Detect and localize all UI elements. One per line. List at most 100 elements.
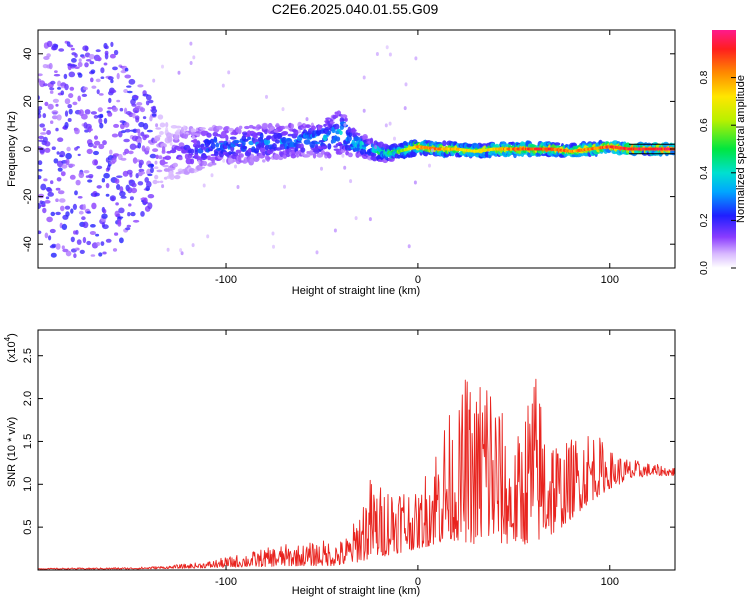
spectrogram-noise-cell [428, 163, 431, 168]
spectrogram-cell [91, 202, 97, 210]
spectrogram-noise-cell [154, 160, 158, 165]
snr-y-tick-label-group: 0.5 [22, 519, 34, 534]
spectrogram-cell [262, 123, 268, 130]
snr-x-ticks: -100 0 100 [215, 330, 619, 588]
snr-y-tick-label: 1.5 [22, 434, 34, 449]
spectrogram-cell [332, 114, 339, 119]
spectrogram-cell [136, 128, 141, 133]
spectrogram-cell [94, 192, 100, 197]
spectrogram-cell [201, 155, 209, 159]
spectrogram-cell [143, 122, 149, 130]
spectrogram-noise-cell [343, 122, 347, 127]
spectrogram-cell [206, 132, 212, 138]
spectrogram-cell [198, 166, 206, 169]
spectrogram-cell [131, 182, 137, 188]
spectrogram-cell [111, 133, 119, 138]
spectrogram-noise-cell [374, 145, 378, 150]
spectrogram-cell [174, 175, 181, 180]
spectrogram-cell [48, 62, 53, 70]
spectrogram-cell [232, 159, 237, 163]
spectrogram-cell [120, 157, 127, 161]
spectrogram-cell [49, 87, 55, 91]
colorbar-tick-label-group: 0.2 [699, 213, 710, 227]
spectrogram-cell [159, 122, 166, 128]
spectrogram-cell [72, 101, 78, 106]
spectrogram-cell [48, 235, 52, 241]
spectrogram-cell [213, 138, 218, 143]
spectrogram-cell [238, 125, 243, 130]
spectrogram-cell [184, 153, 189, 160]
spectrogram-cell [128, 150, 134, 155]
spectrogram-cell [327, 143, 332, 150]
spectrogram-cell [370, 152, 377, 157]
spectrogram-cell [216, 125, 223, 130]
spectrogram-cell [178, 142, 185, 148]
spectrogram-cell [93, 140, 101, 146]
spectrogram-cell [70, 47, 75, 51]
spectrogram-cell [178, 156, 183, 161]
spectrogram-cell [578, 152, 585, 157]
spectrogram-cell [126, 85, 132, 88]
spectrogram-cell [116, 184, 121, 190]
spectrogram-cell [38, 193, 45, 199]
spectrogram-cell [90, 77, 94, 83]
spectrogram-cell [162, 164, 169, 168]
spectrogram-cell [294, 129, 299, 137]
spectrogram-cell [103, 172, 110, 179]
spectrogram-cell [65, 152, 72, 160]
snr-x-tick-label: 0 [415, 576, 421, 588]
spectrogram-cell [68, 93, 74, 99]
spectrogram-cell [172, 162, 178, 168]
spectrogram-cell [121, 130, 126, 134]
snr-y-tick-label: 1.0 [22, 477, 34, 492]
spectrogram-cell [44, 232, 49, 239]
colorbar-tick-label-group: 0.4 [699, 165, 710, 179]
spectrogram-noise-cell [161, 184, 165, 189]
spectrogram-noise-cell [236, 185, 240, 189]
spectrogram-y-tick-label-group: -20 [22, 189, 34, 205]
spectrogram-noise-cell [272, 244, 275, 249]
spectrogram-noise-cell [179, 248, 183, 253]
spectrogram-cell [134, 115, 140, 120]
spectrogram-cell [339, 130, 343, 136]
spectrogram-noise-cell [388, 121, 392, 126]
spectrogram-cell [157, 134, 162, 138]
spectrogram-cell [42, 127, 46, 132]
spectrogram-cell [102, 251, 107, 255]
spectrogram-cell [74, 127, 80, 135]
spectrogram-noise-cell [189, 61, 193, 65]
spectrogram-cell [247, 136, 252, 140]
spectrogram-cell [95, 78, 101, 83]
spectrogram-cell [63, 73, 68, 80]
spectrogram-cell [95, 49, 101, 53]
spectrogram-cell [116, 99, 121, 103]
spectrogram-cell [128, 203, 132, 207]
spectrogram-cell [112, 248, 118, 252]
spectrogram-cell [301, 151, 305, 156]
figure-title: C2E6.2025.040.01.55.G09 [272, 1, 439, 17]
spectrogram-cell [175, 125, 182, 129]
spectrogram-cell [68, 163, 76, 167]
spectrogram-noise-cell [191, 135, 195, 140]
spectrogram-cell [60, 90, 65, 96]
spectrogram-cell [60, 171, 66, 177]
spectrogram-noise-cell [197, 160, 201, 164]
spectrogram-cell [310, 125, 316, 131]
spectrogram-cell [192, 138, 198, 145]
spectrogram-cell [108, 97, 112, 104]
spectrogram-cell [81, 56, 86, 59]
spectrogram-cell [104, 45, 109, 50]
spectrogram-cell [160, 143, 167, 148]
spectrogram-cell [259, 132, 264, 140]
colorbar-tick-label: 0.0 [699, 261, 710, 275]
spectrogram-cell [290, 153, 297, 159]
spectrogram-y-tick-label: -20 [22, 189, 34, 205]
spectrogram-cell [99, 113, 104, 118]
spectrogram-noise-cell [403, 106, 407, 111]
spectrogram-cell [50, 120, 54, 124]
spectrogram-noise-cell [152, 78, 156, 83]
spectrogram-cell [200, 143, 205, 151]
spectrogram-cell [303, 153, 311, 158]
spectrogram-noise-cell [210, 173, 214, 178]
spectrogram-cell [38, 108, 41, 115]
